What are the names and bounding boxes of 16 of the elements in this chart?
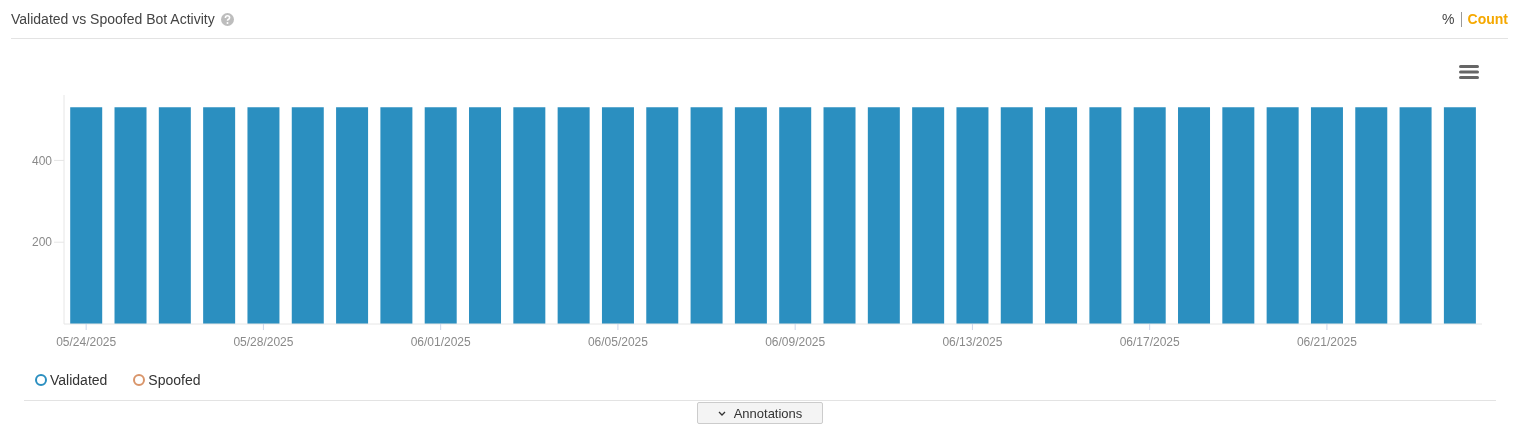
x-tick-label: 06/21/2025: [1296, 335, 1358, 349]
x-tick-label: 05/28/2025: [233, 335, 294, 349]
legend-label: Validated: [50, 372, 108, 388]
x-tick-label: 06/17/2025: [1119, 335, 1181, 349]
x-tick-label: 06/13/2025: [942, 335, 1003, 349]
x-tick-label: 06/05/2025: [587, 335, 649, 349]
x-tick-label: 06/01/2025: [410, 335, 472, 349]
y-tick-label: 400: [31, 153, 53, 168]
x-tick-label: 05/24/2025: [56, 335, 117, 349]
legend-label: Spoofed: [148, 372, 201, 388]
y-tick-label: 200: [31, 235, 53, 250]
chart-title: Validated vs Spoofed Bot Activity: [11, 11, 215, 27]
text: Count: [1467, 11, 1508, 27]
text: %: [1442, 11, 1455, 27]
text: Annotations: [733, 405, 803, 421]
x-tick-label: 06/09/2025: [765, 335, 826, 349]
